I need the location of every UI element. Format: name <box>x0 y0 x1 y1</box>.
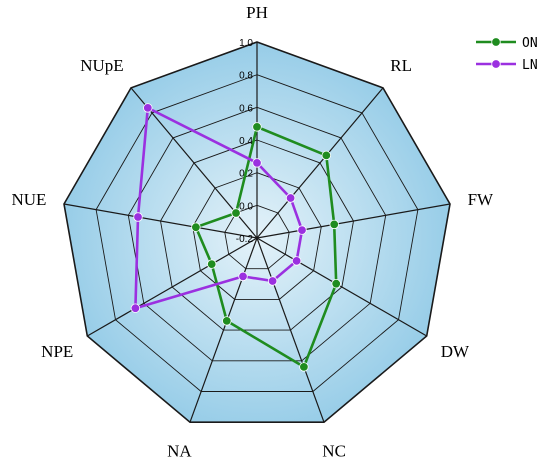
tick-label: 1.0 <box>239 38 253 49</box>
grid-ring-2 <box>192 172 322 300</box>
tick-label: 0.6 <box>239 103 253 114</box>
point-on-nc <box>299 362 309 372</box>
point-ln-fw <box>297 225 307 235</box>
point-on-ph <box>252 122 262 132</box>
axis-label-rl: RL <box>390 56 412 75</box>
point-ln-dw <box>291 256 302 266</box>
point-ln-na <box>238 271 248 282</box>
radar-grid <box>63 41 451 424</box>
axis-label-fw: FW <box>468 190 494 209</box>
axis-label-ph: PH <box>246 3 268 22</box>
spoke-nc <box>256 237 325 423</box>
tick-label: 0.0 <box>239 201 253 212</box>
point-ln-rl <box>285 193 296 203</box>
grid-ring-1 <box>224 204 290 270</box>
series-line-on <box>194 125 338 369</box>
point-ln-nupe <box>143 103 153 113</box>
axis-label-npe: NPE <box>41 342 73 361</box>
series-ln <box>130 103 307 313</box>
tick-label: 0.4 <box>239 136 253 147</box>
axis-label-nue: NUE <box>11 190 46 209</box>
legend: ON LN <box>476 36 538 73</box>
grid-ring-3 <box>160 139 354 331</box>
radar-spokes <box>63 42 451 423</box>
radar-axis-labels: PH RL FW DW NC NA NPE NUE NUpE <box>11 3 494 460</box>
legend-label-on: ON <box>522 36 538 51</box>
axis-label-na: NA <box>167 441 192 460</box>
point-on-dw <box>331 279 341 289</box>
legend-marker-ln <box>491 59 501 69</box>
legend-item-ln: LN <box>476 58 538 73</box>
tick-label: -0.2 <box>236 234 254 245</box>
axis-label-nupe: NUpE <box>80 56 123 75</box>
point-on-rl <box>321 150 332 161</box>
grid-ring-5 <box>95 74 419 392</box>
axis-label-nc: NC <box>322 441 346 460</box>
point-on-nupe <box>231 208 241 218</box>
point-on-na <box>222 316 232 326</box>
legend-label-ln: LN <box>522 58 538 73</box>
grid-ring-6 <box>63 41 451 424</box>
radar-series <box>130 103 341 372</box>
point-on-nue <box>191 222 201 232</box>
point-on-fw <box>329 219 339 230</box>
spoke-fw <box>256 203 451 239</box>
point-on-npe <box>206 259 217 269</box>
point-ln-npe <box>130 303 141 313</box>
spoke-nue <box>63 203 258 239</box>
grid-ring-4 <box>127 106 387 362</box>
legend-item-on: ON <box>476 36 538 51</box>
spoke-dw <box>256 237 428 337</box>
axis-label-dw: DW <box>441 342 470 361</box>
legend-marker-on <box>491 37 501 47</box>
tick-label: 0.8 <box>239 71 253 82</box>
point-ln-ph <box>252 158 262 168</box>
spoke-rl <box>256 87 384 239</box>
spoke-npe <box>86 237 258 337</box>
point-ln-nc <box>267 276 278 286</box>
spoke-na <box>189 237 258 423</box>
point-ln-nue <box>133 212 143 222</box>
series-line-ln <box>134 106 304 310</box>
series-on <box>191 122 341 372</box>
